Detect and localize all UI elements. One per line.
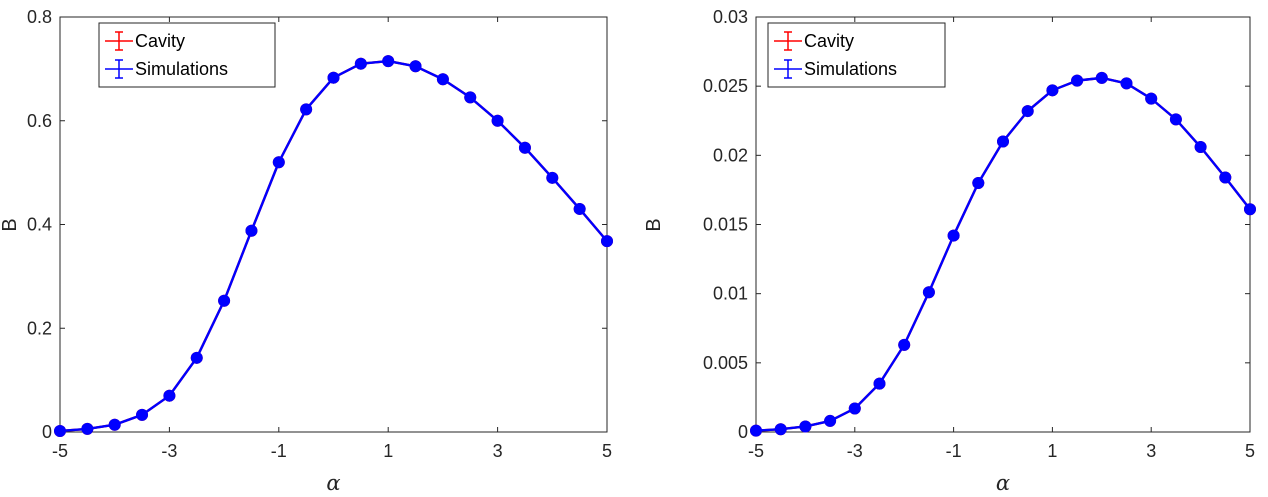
y-tick-label: 0.4	[27, 215, 52, 235]
simulations-data-point	[601, 235, 613, 248]
simulations-data-point	[382, 55, 395, 68]
simulations-data-point	[300, 103, 313, 116]
simulations-data-point	[947, 229, 960, 242]
simulations-data-point	[81, 422, 94, 435]
x-tick-label: -3	[161, 441, 177, 461]
simulations-data-point	[774, 423, 787, 436]
y-tick-label: 0.02	[713, 145, 748, 165]
simulations-data-point	[824, 414, 837, 427]
y-tick-label: 0.01	[713, 284, 748, 304]
simulations-data-point	[1145, 92, 1158, 105]
y-axis-label: B	[0, 218, 21, 231]
x-tick-label: 5	[602, 441, 612, 461]
simulations-data-point	[409, 60, 422, 73]
simulations-data-point	[1219, 171, 1232, 184]
x-tick-label: -3	[847, 441, 863, 461]
simulations-data-point	[354, 57, 367, 70]
y-tick-label: 0	[42, 422, 52, 442]
legend-box	[98, 22, 276, 88]
simulations-data-point	[108, 418, 121, 431]
simulations-data-point	[997, 135, 1009, 148]
simulations-data-point	[1244, 203, 1256, 216]
simulations-data-point	[464, 91, 477, 104]
simulations-data-point	[922, 286, 935, 299]
simulations-data-point	[272, 156, 285, 169]
legend-label-simulations: Simulations	[135, 59, 228, 79]
simulations-data-point	[573, 202, 586, 215]
simulations-data-point	[163, 389, 176, 402]
simulations-data-point	[218, 294, 231, 307]
y-tick-label: 0.015	[703, 215, 748, 235]
simulations-data-point	[873, 377, 886, 390]
y-tick-label: 0.005	[703, 353, 748, 373]
simulations-data-point	[1120, 77, 1133, 90]
x-tick-label: -5	[748, 441, 764, 461]
simulations-data-point	[327, 71, 340, 84]
x-tick-label: -1	[271, 441, 287, 461]
simulations-data-point	[972, 177, 985, 189]
x-axis-label: α	[996, 471, 1010, 495]
simulations-data-point	[136, 408, 149, 421]
legend-label-simulations: Simulations	[804, 59, 897, 79]
x-tick-label: 1	[1047, 441, 1057, 461]
x-tick-label: -1	[946, 441, 962, 461]
y-tick-label: 0	[738, 422, 748, 442]
simulations-data-point	[1169, 113, 1182, 126]
x-tick-label: 3	[493, 441, 503, 461]
simulations-data-point	[54, 424, 66, 437]
simulations-data-point	[518, 141, 531, 154]
simulations-data-point	[245, 224, 258, 237]
left-chart-panel: -5 -3 -1 1 3 5 0 0.2 0.4 0.6 0.8 Bα Cavity Simulation…	[0, 7, 613, 495]
simulations-data-point	[436, 73, 449, 86]
y-tick-label: 0.03	[713, 7, 748, 27]
simulations-data-point	[546, 171, 559, 184]
x-tick-label: 3	[1146, 441, 1156, 461]
simulations-data-point	[898, 338, 911, 351]
x-tick-label: 1	[383, 441, 393, 461]
y-tick-label: 0.6	[27, 111, 52, 131]
simulations-data-point	[848, 402, 861, 415]
simulations-data-point	[1071, 74, 1084, 87]
simulations-data-point	[1194, 141, 1207, 154]
legend-label-cavity: Cavity	[804, 31, 854, 51]
y-tick-label: 0.025	[703, 76, 748, 96]
x-axis-label: α	[326, 471, 340, 495]
x-tick-label: 5	[1245, 441, 1255, 461]
y-axis-label: B	[643, 218, 665, 231]
legend-box	[767, 22, 946, 88]
y-tick-label: 0.8	[27, 7, 52, 27]
y-tick-label: 0.2	[27, 318, 52, 338]
simulations-data-point	[1046, 84, 1059, 97]
right-chart-panel: -5 -3 -1 1 3 5 0 0.005 0.01 0.015 0.02 0.025 0.03 Bα C…	[643, 7, 1256, 495]
legend-label-cavity: Cavity	[135, 31, 185, 51]
simulations-data-point	[1021, 105, 1034, 118]
simulations-data-point	[1095, 71, 1108, 84]
simulations-data-point	[491, 114, 504, 127]
simulations-data-point	[799, 420, 812, 433]
simulations-data-point	[750, 424, 762, 437]
x-tick-label: -5	[52, 441, 68, 461]
simulations-data-point	[190, 351, 203, 364]
